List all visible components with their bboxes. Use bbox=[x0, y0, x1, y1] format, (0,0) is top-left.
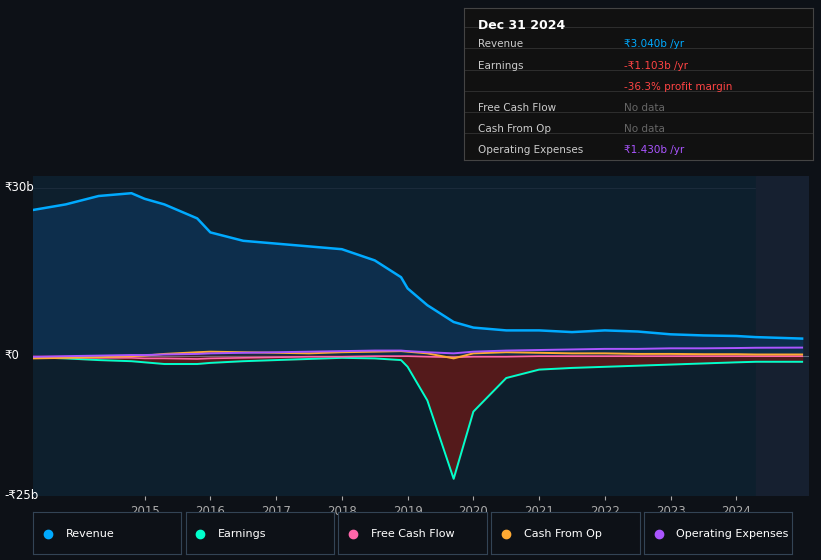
Text: Revenue: Revenue bbox=[66, 529, 114, 539]
Text: Free Cash Flow: Free Cash Flow bbox=[371, 529, 455, 539]
Text: No data: No data bbox=[624, 103, 665, 113]
Text: ₹3.040b /yr: ₹3.040b /yr bbox=[624, 39, 685, 49]
Text: Operating Expenses: Operating Expenses bbox=[677, 529, 789, 539]
Text: Earnings: Earnings bbox=[218, 529, 267, 539]
Text: Free Cash Flow: Free Cash Flow bbox=[478, 103, 556, 113]
Text: Dec 31 2024: Dec 31 2024 bbox=[478, 19, 565, 32]
Text: Revenue: Revenue bbox=[478, 39, 523, 49]
Text: Cash From Op: Cash From Op bbox=[524, 529, 602, 539]
Text: -₹1.103b /yr: -₹1.103b /yr bbox=[624, 60, 688, 71]
Text: ₹1.430b /yr: ₹1.430b /yr bbox=[624, 145, 685, 155]
Text: -₹25b: -₹25b bbox=[4, 489, 39, 502]
Text: Cash From Op: Cash From Op bbox=[478, 124, 551, 134]
Text: Operating Expenses: Operating Expenses bbox=[478, 145, 583, 155]
Text: No data: No data bbox=[624, 124, 665, 134]
Text: ₹30b: ₹30b bbox=[4, 181, 34, 194]
Text: -36.3% profit margin: -36.3% profit margin bbox=[624, 82, 733, 92]
Bar bbox=[756, 176, 809, 496]
Text: Earnings: Earnings bbox=[478, 60, 523, 71]
Text: ₹0: ₹0 bbox=[4, 349, 19, 362]
